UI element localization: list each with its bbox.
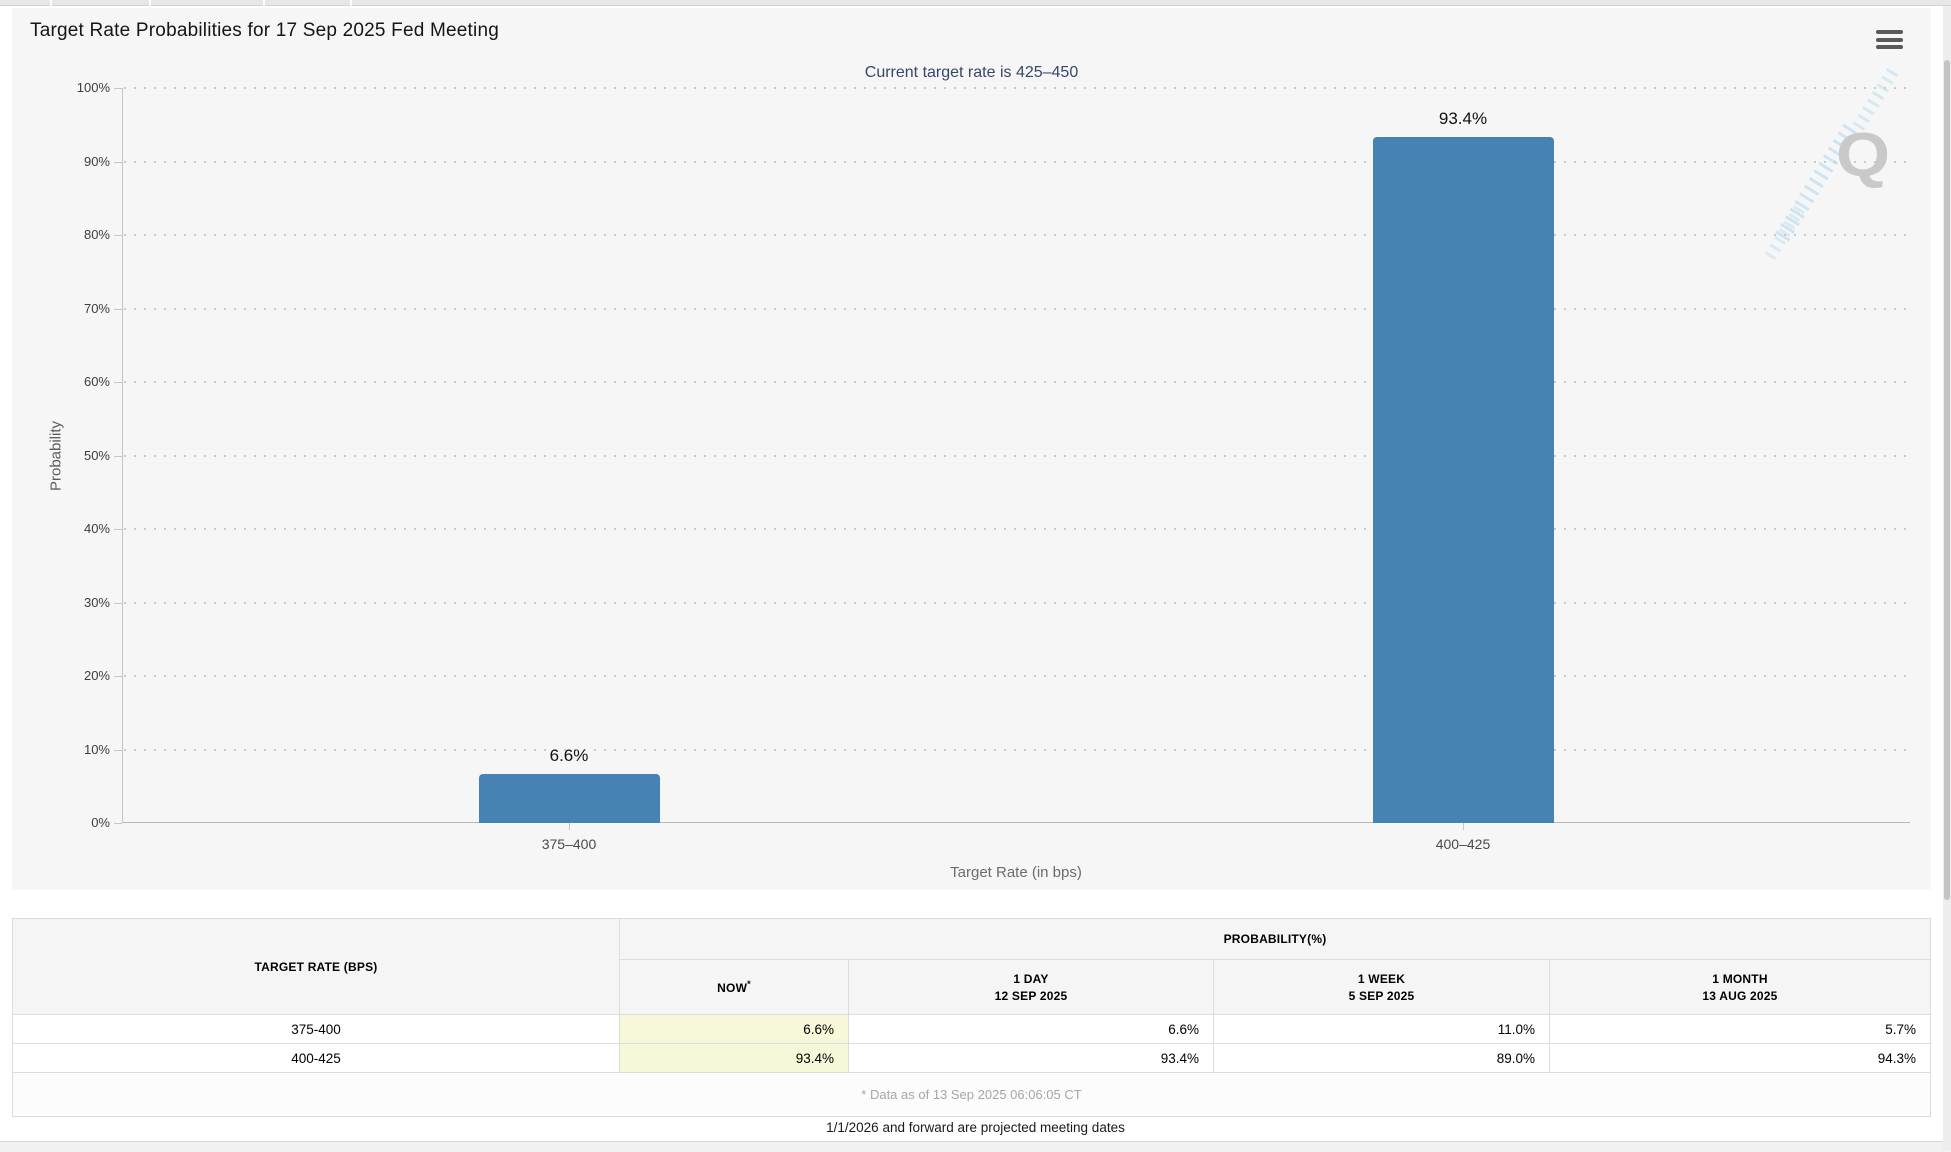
y-tick-mark [114, 235, 122, 236]
col-header-now: NOW* [619, 959, 849, 1015]
col-label: NOW [717, 980, 748, 995]
vertical-scrollbar[interactable] [1943, 6, 1951, 1151]
y-tick-label: 100% [76, 80, 110, 95]
probability-bar[interactable] [1372, 137, 1554, 823]
gridline [124, 601, 1910, 604]
quikstrike-watermark-q: Q [1836, 121, 1891, 190]
probability-cell: 93.4% [848, 1043, 1214, 1073]
table-row: 375-400 6.6% 6.6% 11.0% 5.7% [12, 1014, 1931, 1044]
y-tick-mark [114, 88, 122, 89]
x-axis-line [122, 822, 1910, 823]
col-sublabel: 12 SEP 2025 [994, 988, 1068, 1003]
target-rate-cell: 375-400 [12, 1014, 620, 1044]
y-tick-mark [114, 382, 122, 383]
y-tick-label: 90% [83, 153, 110, 169]
gridline [124, 381, 1910, 383]
col-header-1day: 1 DAY 12 SEP 2025 [848, 959, 1214, 1015]
gridline [124, 307, 1910, 310]
bar-chart-plot-area: 0% 10% 20% 30% 40% 50% 60% 70% 80% 90% 100% 6.6% 375… [77, 80, 1910, 852]
x-axis-title: Target Rate (in bps) [950, 864, 1082, 881]
target-rate-cell: 400-425 [12, 1043, 620, 1073]
y-tick-mark [114, 161, 122, 163]
strip-separator [263, 0, 265, 6]
gridline [124, 748, 1910, 751]
x-category-label: 375–400 [541, 836, 597, 852]
col-header-target-rate: TARGET RATE (BPS) [12, 918, 620, 1015]
now-probability-cell: 93.4% [619, 1043, 849, 1073]
x-tick-mark [1463, 823, 1464, 830]
y-tick-mark [114, 602, 122, 604]
gridline [124, 454, 1910, 457]
table-row: 400-425 93.4% 93.4% 89.0% 94.3% [12, 1043, 1931, 1073]
footnote-asterisk: * [747, 978, 751, 989]
col-header-1week: 1 WEEK 5 SEP 2025 [1213, 959, 1550, 1015]
probability-bar[interactable] [478, 774, 660, 823]
y-tick-label: 10% [83, 741, 110, 757]
y-tick-label: 80% [83, 227, 110, 242]
group-header-probability: PROBABILITY(%) [619, 918, 1931, 960]
gridline [124, 528, 1910, 530]
gridline [124, 234, 1910, 236]
gridline [124, 160, 1910, 163]
x-category-label: 400–425 [1435, 836, 1491, 852]
strip-separator [149, 0, 151, 6]
y-axis-line [122, 88, 123, 823]
strip-separator [50, 0, 52, 6]
y-tick-label: 20% [83, 668, 110, 683]
bar-value-label: 93.4% [1438, 109, 1488, 128]
y-tick-mark [114, 308, 122, 310]
col-sublabel: 13 AUG 2025 [1702, 988, 1778, 1003]
bar-value-label: 6.6% [549, 746, 589, 765]
strip-separator [350, 0, 352, 6]
y-tick-label: 40% [83, 521, 110, 536]
probability-table: TARGET RATE (BPS) PROBABILITY(%) NOW* 1 … [12, 918, 1931, 1117]
y-axis-title: Probability [47, 420, 65, 492]
y-tick-mark [114, 823, 122, 824]
y-tick-label: 60% [83, 374, 110, 389]
y-tick-label: 0% [91, 815, 110, 830]
fedwatch-chart-panel: Target Rate Probabilities for 17 Sep 202… [12, 8, 1931, 890]
probability-cell: 5.7% [1549, 1014, 1931, 1044]
y-tick-mark [114, 676, 122, 677]
y-tick-label: 50% [83, 447, 110, 463]
probability-cell: 11.0% [1213, 1014, 1550, 1044]
col-header-1month: 1 MONTH 13 AUG 2025 [1549, 959, 1931, 1015]
projected-dates-note: 1/1/2026 and forward are projected meeti… [826, 1120, 1125, 1135]
y-tick-label: 30% [83, 594, 110, 610]
hamburger-menu-icon[interactable] [1876, 30, 1903, 49]
gridline [124, 87, 1910, 89]
now-probability-cell: 6.6% [619, 1014, 849, 1044]
col-label: 1 MONTH [1712, 971, 1768, 986]
col-label: 1 DAY [1013, 971, 1049, 986]
col-label: 1 WEEK [1357, 971, 1406, 986]
y-tick-label: 70% [83, 300, 110, 316]
menu-bar [1876, 45, 1903, 49]
table-footnote: * Data as of 13 Sep 2025 06:06:05 CT [12, 1072, 1931, 1117]
gridline [124, 675, 1910, 677]
y-tick-mark [114, 455, 122, 457]
menu-bar [1876, 37, 1903, 42]
probability-cell: 89.0% [1213, 1043, 1550, 1073]
menu-bar [1876, 30, 1903, 34]
scrollbar-thumb[interactable] [1944, 60, 1950, 900]
y-tick-mark [114, 749, 122, 751]
col-sublabel: 5 SEP 2025 [1348, 988, 1415, 1003]
probability-cell: 94.3% [1549, 1043, 1931, 1073]
chart-subtitle: Current target rate is 425–450 [864, 64, 1079, 81]
top-chrome-strip [0, 0, 1951, 6]
x-tick-mark [569, 823, 570, 830]
y-tick-mark [114, 529, 122, 530]
probability-cell: 6.6% [848, 1014, 1214, 1044]
bottom-edge-bar [0, 1141, 1951, 1152]
page-title: Target Rate Probabilities for 17 Sep 202… [30, 20, 499, 41]
